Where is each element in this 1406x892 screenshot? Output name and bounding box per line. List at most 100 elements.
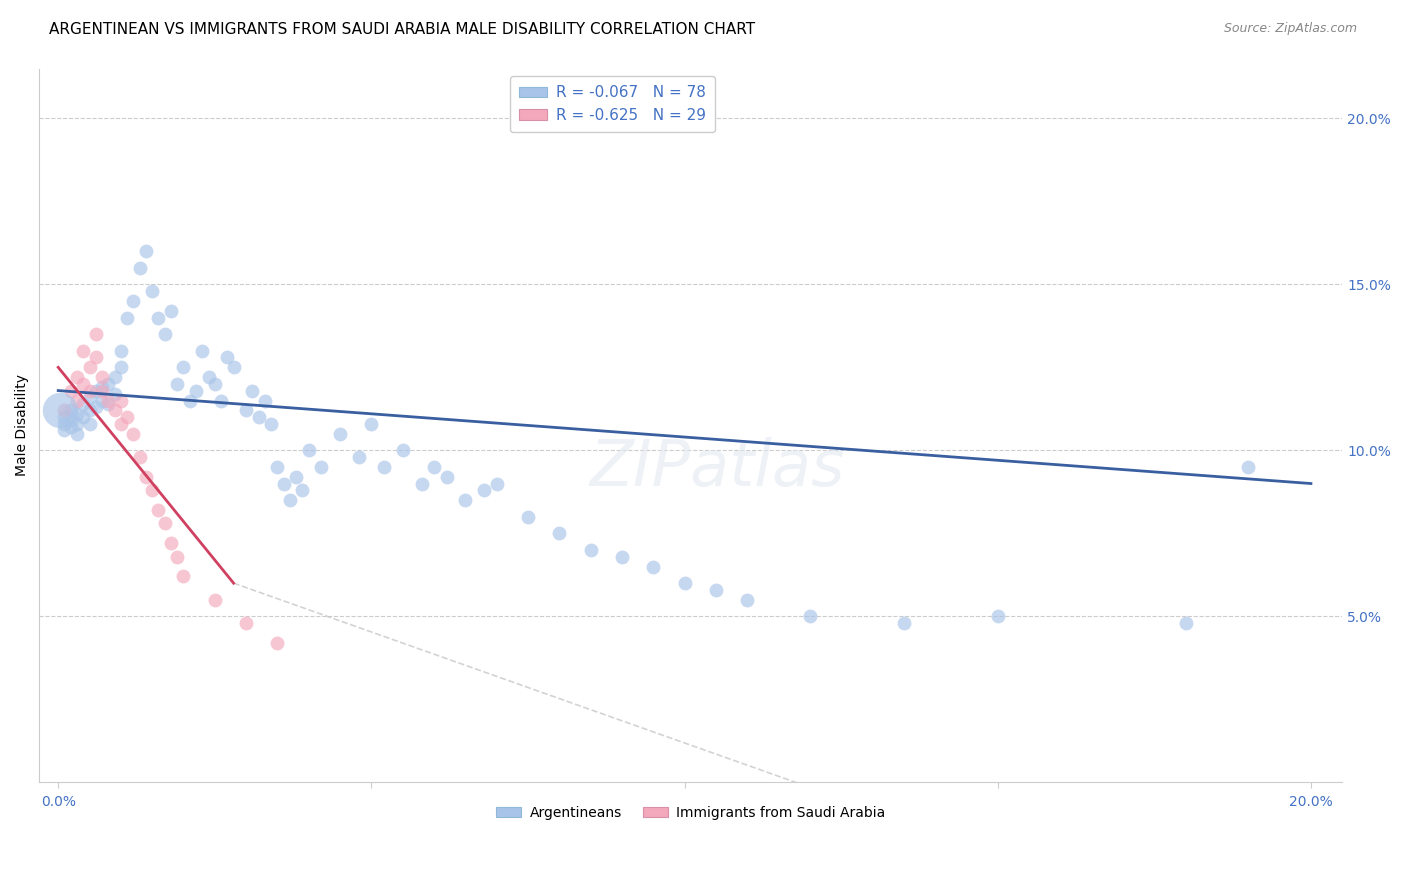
Text: Source: ZipAtlas.com: Source: ZipAtlas.com	[1223, 22, 1357, 36]
Point	[329, 426, 352, 441]
Point	[704, 582, 727, 597]
Point	[235, 403, 257, 417]
Point	[273, 476, 295, 491]
Point	[103, 370, 125, 384]
Point	[66, 370, 89, 384]
Point	[172, 569, 194, 583]
Point	[91, 370, 114, 384]
Point	[548, 526, 571, 541]
Point	[579, 543, 602, 558]
Point	[166, 549, 188, 564]
Y-axis label: Male Disability: Male Disability	[15, 375, 30, 476]
Point	[84, 351, 107, 365]
Point	[66, 426, 89, 441]
Point	[485, 476, 508, 491]
Point	[285, 470, 308, 484]
Point	[103, 387, 125, 401]
Point	[217, 351, 239, 365]
Legend: Argentineans, Immigrants from Saudi Arabia: Argentineans, Immigrants from Saudi Arab…	[491, 800, 891, 825]
Point	[122, 293, 145, 308]
Point	[411, 476, 433, 491]
Point	[360, 417, 382, 431]
Point	[278, 493, 301, 508]
Point	[247, 410, 270, 425]
Point	[53, 403, 76, 417]
Point	[179, 393, 201, 408]
Point	[110, 417, 132, 431]
Point	[373, 459, 395, 474]
Point	[987, 609, 1010, 624]
Point	[311, 459, 333, 474]
Point	[84, 384, 107, 398]
Point	[91, 384, 114, 398]
Point	[298, 443, 321, 458]
Point	[84, 327, 107, 342]
Point	[643, 559, 665, 574]
Point	[735, 592, 758, 607]
Point	[66, 393, 89, 408]
Point	[59, 403, 82, 417]
Point	[72, 410, 94, 425]
Point	[148, 310, 170, 325]
Point	[191, 343, 214, 358]
Point	[84, 400, 107, 414]
Point	[291, 483, 314, 498]
Point	[799, 609, 821, 624]
Point	[172, 360, 194, 375]
Point	[160, 536, 183, 550]
Point	[110, 393, 132, 408]
Point	[97, 397, 120, 411]
Text: ZIPatlas: ZIPatlas	[589, 437, 845, 500]
Point	[79, 403, 101, 417]
Point	[128, 260, 150, 275]
Point	[115, 410, 138, 425]
Point	[1174, 615, 1197, 630]
Point	[209, 393, 232, 408]
Point	[91, 380, 114, 394]
Point	[184, 384, 207, 398]
Point	[128, 450, 150, 464]
Point	[66, 407, 89, 421]
Point	[141, 483, 163, 498]
Point	[160, 304, 183, 318]
Point	[59, 420, 82, 434]
Point	[204, 376, 226, 391]
Point	[454, 493, 477, 508]
Point	[49, 403, 72, 417]
Point	[260, 417, 283, 431]
Point	[53, 410, 76, 425]
Point	[347, 450, 370, 464]
Point	[235, 615, 257, 630]
Point	[673, 576, 696, 591]
Point	[135, 470, 157, 484]
Point	[72, 343, 94, 358]
Point	[59, 384, 82, 398]
Point	[153, 327, 176, 342]
Point	[79, 384, 101, 398]
Point	[97, 376, 120, 391]
Point	[266, 459, 288, 474]
Point	[122, 426, 145, 441]
Point	[72, 376, 94, 391]
Point	[423, 459, 446, 474]
Point	[472, 483, 495, 498]
Point	[110, 343, 132, 358]
Text: ARGENTINEAN VS IMMIGRANTS FROM SAUDI ARABIA MALE DISABILITY CORRELATION CHART: ARGENTINEAN VS IMMIGRANTS FROM SAUDI ARA…	[49, 22, 755, 37]
Point	[197, 370, 219, 384]
Point	[222, 360, 245, 375]
Point	[103, 403, 125, 417]
Point	[79, 417, 101, 431]
Point	[153, 516, 176, 531]
Point	[610, 549, 633, 564]
Point	[253, 393, 276, 408]
Point	[53, 424, 76, 438]
Point	[97, 393, 120, 408]
Point	[1237, 459, 1260, 474]
Point	[135, 244, 157, 259]
Point	[110, 360, 132, 375]
Point	[79, 360, 101, 375]
Point	[893, 615, 915, 630]
Point	[266, 636, 288, 650]
Point	[517, 509, 540, 524]
Point	[72, 397, 94, 411]
